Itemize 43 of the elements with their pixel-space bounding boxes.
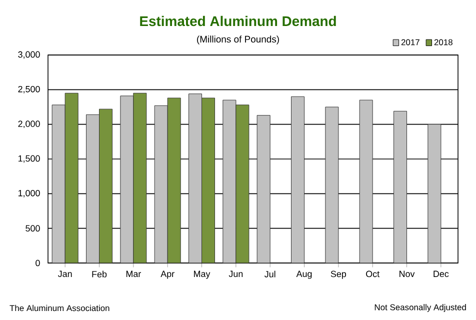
bar xyxy=(394,110,408,263)
bar xyxy=(428,124,442,263)
y-tick-label: 2,000 xyxy=(18,120,40,128)
text: Not Seasonally Adjusted xyxy=(374,304,466,312)
bar xyxy=(256,115,270,263)
x-tick-label: May xyxy=(194,270,210,279)
y-tick-label: 2,500 xyxy=(18,86,40,94)
bar xyxy=(154,105,168,263)
x-tick-label: Dec xyxy=(434,270,449,278)
y-tick-label: 500 xyxy=(26,225,40,232)
bar xyxy=(222,100,236,263)
x-tick-label: Aug xyxy=(296,270,312,279)
x-tick-label: Nov xyxy=(400,270,415,278)
x-tick-label: Jun xyxy=(228,270,243,278)
y-tick-label: 0 xyxy=(36,260,40,266)
bar xyxy=(360,100,373,263)
text: The Aluminum Association xyxy=(10,304,110,312)
bar xyxy=(236,104,250,263)
bar xyxy=(325,106,339,263)
y-tick-label: 1,500 xyxy=(18,155,40,163)
bar xyxy=(52,104,66,263)
bar xyxy=(202,98,216,263)
bar xyxy=(167,98,181,263)
x-tick-label: Apr xyxy=(160,270,174,279)
x-tick-label: Oct xyxy=(366,270,380,278)
bar xyxy=(120,96,134,263)
x-tick-label: Sep xyxy=(330,270,346,279)
x-tick-label: Mar xyxy=(126,270,141,278)
x-tick-label: Jan xyxy=(58,270,72,278)
chart-title: Estimated Aluminum Demand xyxy=(140,16,336,26)
legend-label: 2018 xyxy=(434,39,452,46)
y-tick-label: 3,000 xyxy=(18,51,40,59)
bar xyxy=(291,96,305,263)
x-tick-label: Jul xyxy=(264,270,276,278)
bar xyxy=(133,92,147,263)
bar xyxy=(64,92,78,263)
bar xyxy=(86,114,100,263)
bar xyxy=(188,94,202,263)
chart-subtitle: (Millions of Pounds) xyxy=(197,36,279,44)
legend-label: 2017 xyxy=(401,39,420,46)
y-tick-label: 1,000 xyxy=(18,190,40,198)
x-tick-label: Feb xyxy=(92,270,107,278)
bar xyxy=(99,108,113,263)
